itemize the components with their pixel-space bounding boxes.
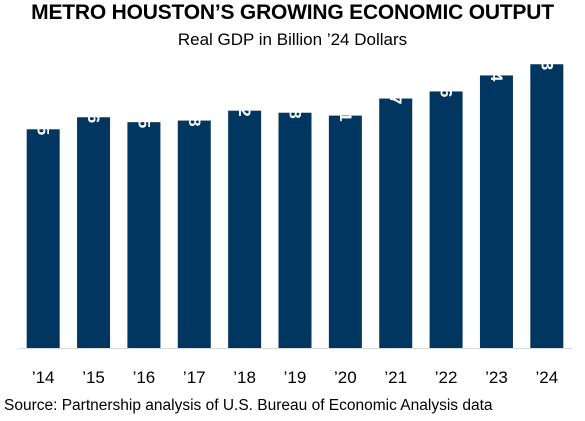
bar-value-label-4: 634.2 xyxy=(235,74,254,117)
source-note: Source: Partnership analysis of U.S. Bur… xyxy=(4,397,493,414)
x-tick-label-8: ’22 xyxy=(435,368,458,387)
bar-1 xyxy=(77,117,111,349)
x-tick-label-9: ’23 xyxy=(485,368,508,387)
bar-value-label-3: 607.8 xyxy=(185,84,204,127)
x-tick-label-3: ’17 xyxy=(183,368,206,387)
bar-6 xyxy=(328,115,362,348)
bar-4 xyxy=(228,110,262,348)
bar-3 xyxy=(177,120,211,348)
bar-value-label-10: 758.3 xyxy=(537,28,556,71)
x-tick-label-4: ’18 xyxy=(233,368,256,387)
bar-10 xyxy=(530,64,564,348)
x-tick-label-2: ’16 xyxy=(133,368,156,387)
x-tick-label-6: ’20 xyxy=(334,368,357,387)
bar-value-label-1: 616.6 xyxy=(84,81,103,124)
bar-7 xyxy=(379,98,413,348)
chart-title: METRO HOUSTON’S GROWING ECONOMIC OUTPUT xyxy=(31,1,554,24)
x-tick-label-0: ’14 xyxy=(32,368,55,387)
bar-value-label-0: 584.5 xyxy=(34,93,53,136)
bar-0 xyxy=(26,129,60,348)
x-tick-label-10: ’24 xyxy=(535,368,558,387)
bars-group: 584.5 616.6 603.5 607.8 634.2 628.8 621.1 666.7… xyxy=(26,28,564,349)
chart-subtitle: Real GDP in Billion ’24 Dollars xyxy=(177,30,408,49)
bar-value-label-2: 603.5 xyxy=(134,86,153,129)
bar-value-label-9: 728.4 xyxy=(487,39,506,82)
x-tick-labels: ’14 ’15 ’16 ’17 ’18 ’19 ’20 ’21 ’22 ’23 ’24 xyxy=(32,368,558,387)
bar-value-label-7: 666.7 xyxy=(386,62,405,105)
x-tick-label-1: ’15 xyxy=(82,368,105,387)
bar-9 xyxy=(479,75,513,348)
bar-5 xyxy=(278,112,312,349)
x-tick-label-7: ’21 xyxy=(384,368,407,387)
bar-8 xyxy=(429,91,463,348)
bar-value-label-5: 628.8 xyxy=(286,76,305,119)
bar-value-label-8: 685.6 xyxy=(437,55,456,98)
bar-value-label-6: 621.1 xyxy=(336,79,355,122)
bar-2 xyxy=(127,122,161,348)
x-tick-label-5: ’19 xyxy=(284,368,307,387)
